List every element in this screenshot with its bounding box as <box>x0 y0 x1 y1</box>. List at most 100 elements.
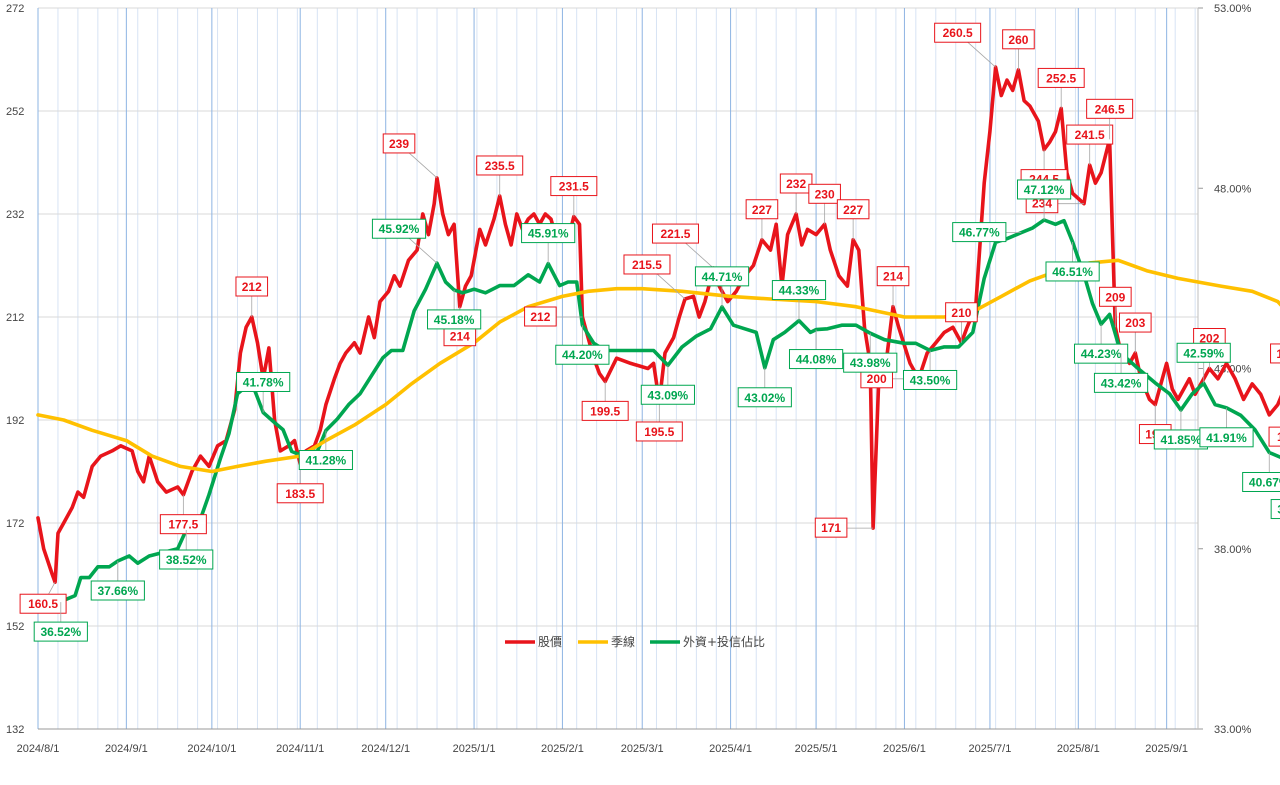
y-left-tick-label: 172 <box>6 518 24 530</box>
data-label: 210 <box>951 306 971 320</box>
y-left-tick-label: 272 <box>6 3 24 15</box>
label-box <box>1045 261 1100 282</box>
label-box <box>555 344 610 365</box>
data-label: 232 <box>786 177 806 191</box>
data-label: 183.5 <box>285 487 315 501</box>
data-label: 177.5 <box>168 518 198 532</box>
label-box <box>159 549 214 570</box>
data-label: 43.50% <box>910 373 951 387</box>
label-box <box>581 400 629 421</box>
label-box <box>1037 67 1085 88</box>
data-label: 39.92% <box>1277 503 1280 517</box>
data-label: 160.5 <box>28 597 58 611</box>
data-label: 199.5 <box>590 404 620 418</box>
data-label: 36.52% <box>40 625 81 639</box>
label-box <box>934 22 982 43</box>
data-label: 41.28% <box>306 454 347 468</box>
label-box <box>737 387 792 408</box>
data-label: 215.5 <box>632 258 662 272</box>
label-box <box>371 218 427 239</box>
y-left-tick-label: 212 <box>6 312 24 324</box>
y-right-tick-label: 53.00% <box>1214 3 1252 15</box>
data-label: 239 <box>389 137 409 151</box>
label-box <box>521 223 576 244</box>
legend-label: 季線 <box>611 634 635 649</box>
label-box <box>1093 372 1149 393</box>
data-label: 45.92% <box>379 222 420 236</box>
data-label: 41.85% <box>1161 433 1202 447</box>
label-box <box>640 384 695 405</box>
data-label: 44.08% <box>796 353 837 367</box>
legend-label: 外資+投信佔比 <box>683 634 765 649</box>
label-box <box>635 421 683 442</box>
x-tick-label: 2024/11/1 <box>276 743 324 755</box>
x-tick-label: 2025/5/1 <box>795 743 838 755</box>
data-label: 45.18% <box>434 313 475 327</box>
label-box <box>550 176 598 197</box>
x-tick-label: 2025/4/1 <box>709 743 752 755</box>
label-box <box>159 514 207 535</box>
label-box <box>427 309 482 330</box>
x-tick-label: 2025/3/1 <box>621 743 664 755</box>
label-box <box>276 483 324 504</box>
data-label: 246.5 <box>1095 102 1125 116</box>
data-label: 260.5 <box>943 26 973 40</box>
data-label: 214 <box>883 270 903 284</box>
data-label: 43.09% <box>648 388 689 402</box>
label-box <box>1199 427 1254 448</box>
label-box <box>236 371 291 392</box>
legend-label: 股價 <box>538 635 562 649</box>
label-box <box>298 450 353 471</box>
label-box <box>33 621 88 642</box>
data-label: 44.33% <box>779 284 820 298</box>
label-box <box>1002 29 1035 50</box>
y-left-tick-label: 232 <box>6 209 24 221</box>
label-box <box>90 580 145 601</box>
label-box <box>651 223 699 244</box>
label-box <box>876 266 910 287</box>
data-label: 227 <box>843 203 863 217</box>
label-box <box>814 517 848 538</box>
data-label: 260 <box>1008 33 1028 47</box>
label-box <box>902 369 958 390</box>
data-label: 195.5 <box>644 425 674 439</box>
y-left-tick-label: 132 <box>6 724 24 736</box>
data-label: 47.12% <box>1024 183 1065 197</box>
x-tick-label: 2025/6/1 <box>883 743 926 755</box>
data-label: 227 <box>752 203 772 217</box>
label-box <box>1016 179 1072 200</box>
x-tick-label: 2024/10/1 <box>187 743 236 755</box>
label-box <box>945 302 978 323</box>
label-box <box>1099 286 1132 307</box>
label-box <box>843 352 898 373</box>
data-label: 43.02% <box>744 391 785 405</box>
label-box <box>694 266 750 287</box>
label-box <box>952 222 1007 243</box>
data-label: 234 <box>1032 197 1052 211</box>
label-box <box>623 254 671 275</box>
label-box <box>771 280 827 301</box>
data-label: 199 <box>1276 347 1280 361</box>
label-box <box>836 199 870 220</box>
data-label: 46.77% <box>959 226 1000 240</box>
y-right-tick-label: 33.00% <box>1214 724 1252 736</box>
grid <box>37 7 1198 730</box>
data-label: 203 <box>1125 316 1145 330</box>
label-box <box>808 183 841 204</box>
data-label: 209 <box>1105 290 1125 304</box>
data-label: 212 <box>530 310 550 324</box>
label-box <box>1270 343 1280 364</box>
data-label: 43.42% <box>1101 376 1142 390</box>
data-label: 44.20% <box>562 348 603 362</box>
data-label: 231.5 <box>559 180 589 194</box>
data-label: 221.5 <box>660 227 690 241</box>
data-label: 37.66% <box>97 584 138 598</box>
label-box <box>1073 343 1129 364</box>
y-left-tick-label: 252 <box>6 106 24 118</box>
label-box <box>1066 124 1114 145</box>
data-label: 45.91% <box>528 227 569 241</box>
y-left-tick-label: 152 <box>6 621 24 633</box>
legend: 股價 季線 外資+投信佔比 <box>505 634 765 649</box>
x-tick-label: 2024/8/1 <box>17 743 60 755</box>
label-box <box>1176 342 1231 363</box>
